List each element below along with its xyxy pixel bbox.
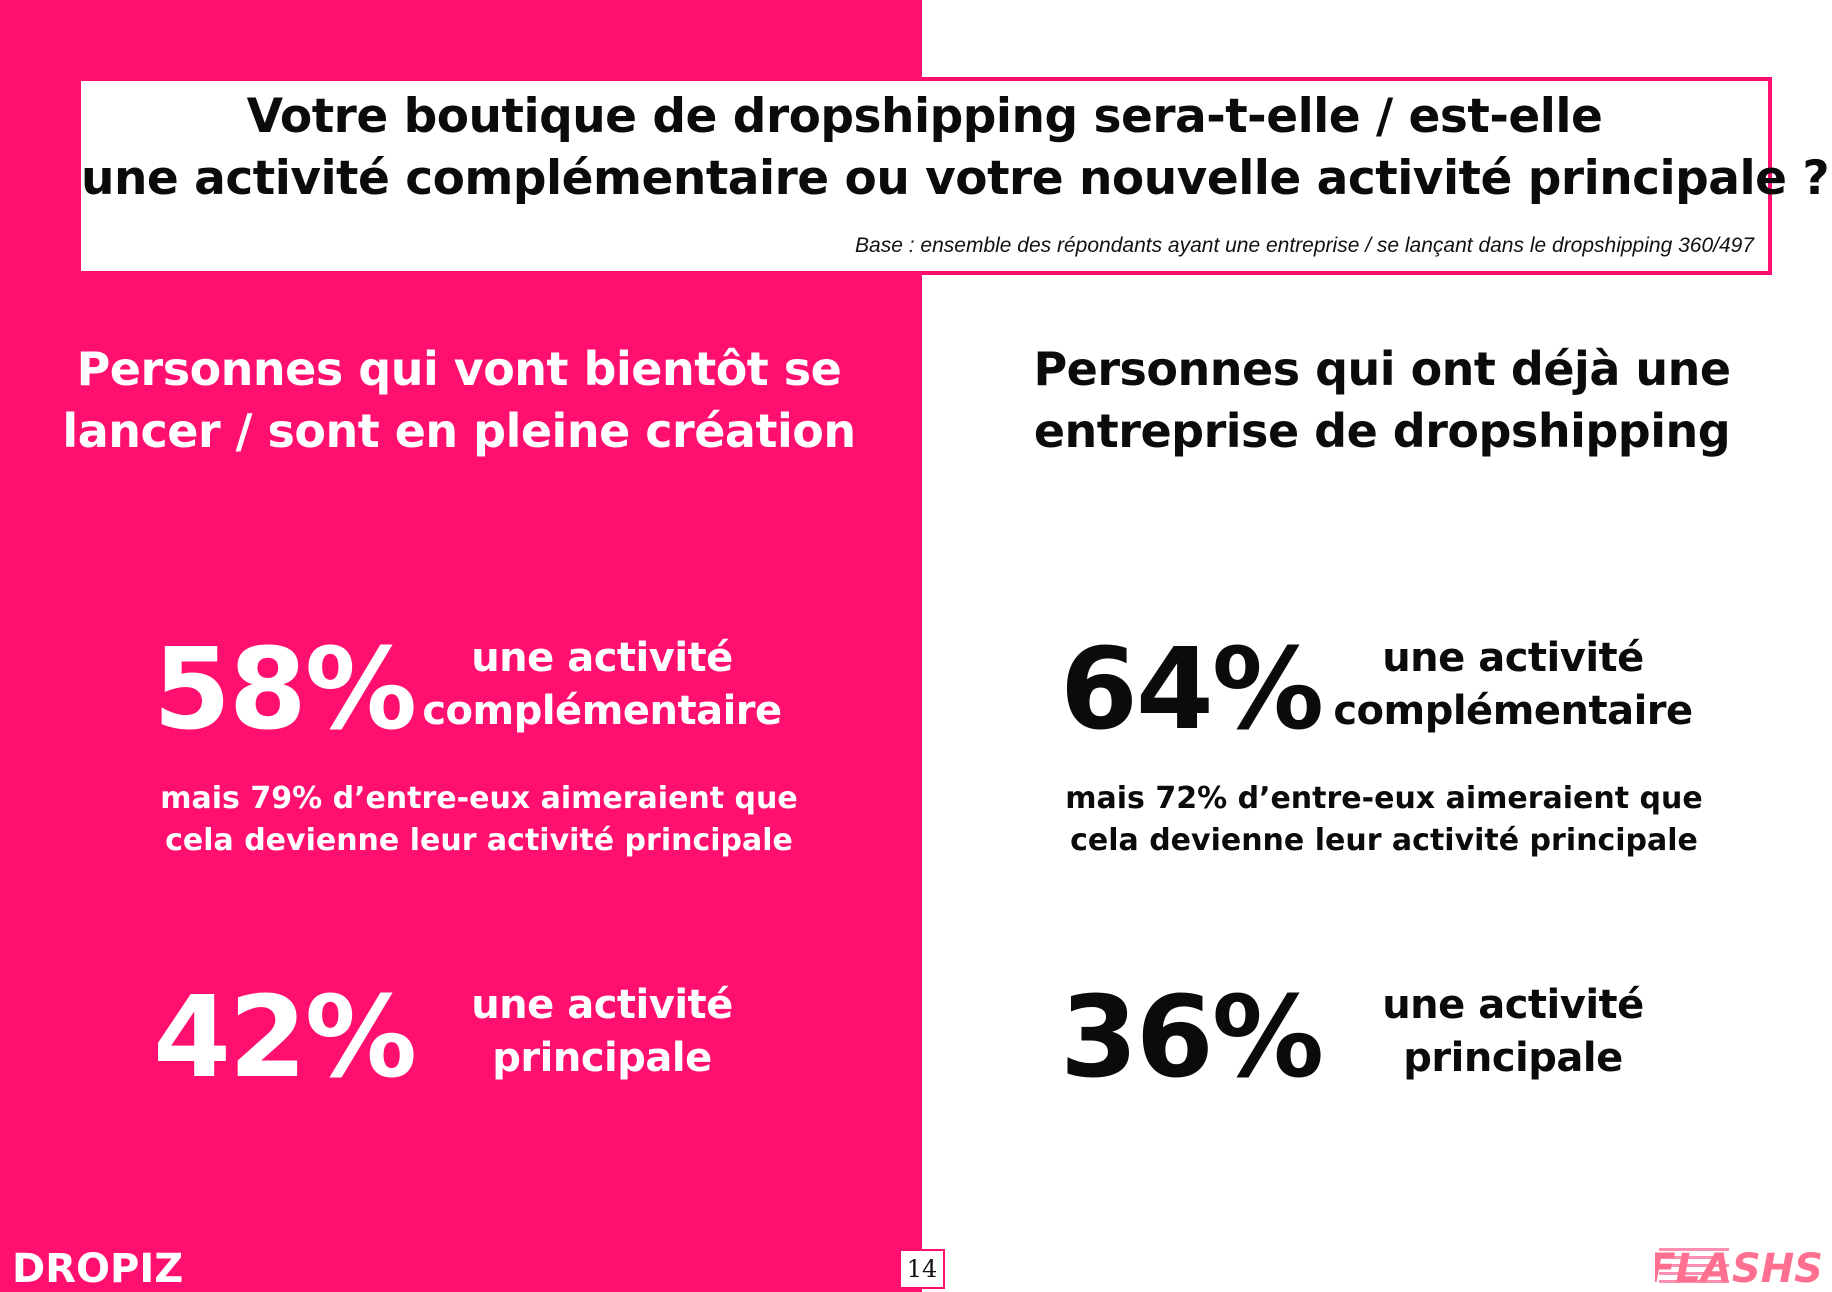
left-stat-main-value: 42% [153, 973, 417, 1103]
left-stat-complementary-label-line-2: complémentaire [422, 688, 782, 734]
right-stat-main-label-line-1: une activité [1382, 982, 1644, 1028]
left-heading-line-2: lancer / sont en pleine création [62, 404, 856, 458]
page-title-line-2: une activité complémentaire ou votre nou… [81, 151, 1830, 206]
dropizi-logo-text: DROPIZI [12, 1246, 183, 1292]
right-stat-main-value: 36% [1060, 973, 1324, 1103]
page-title-line-1: Votre boutique de dropshipping sera-t-el… [246, 89, 1603, 144]
right-stat-main-label-line-2: principale [1403, 1035, 1623, 1081]
flashs-logo-text: FLASHS [1655, 1246, 1823, 1288]
right-stat-main-label: une activité principale [1303, 979, 1723, 1085]
left-stat-complementary-label-line-1: une activité [471, 635, 733, 681]
left-stat-main-label-line-2: principale [492, 1035, 712, 1081]
right-note-line-1: mais 72% d’entre-eux aimeraient que [1065, 781, 1703, 816]
title-box: Votre boutique de dropshipping sera-t-el… [77, 77, 1830, 275]
right-note-line-2: cela devienne leur activité principale [1070, 823, 1698, 858]
right-stat-complementary-label-line-1: une activité [1382, 635, 1644, 681]
dropizi-logo: DROPIZI [11, 1245, 183, 1292]
right-heading-line-1: Personnes qui ont déjà une [1033, 342, 1731, 396]
left-note-line-1: mais 79% d’entre-eux aimeraient que [160, 781, 798, 816]
right-stat-complementary-value: 64% [1060, 625, 1324, 755]
flashs-logo-stripes [1659, 1248, 1729, 1283]
left-stat-complementary-label: une activité complémentaire [392, 632, 812, 738]
right-stat-complementary-label: une activité complémentaire [1303, 632, 1723, 738]
page-number: 14 [899, 1249, 945, 1289]
left-heading-line-1: Personnes qui vont bientôt se [76, 342, 842, 396]
left-note: mais 79% d’entre-eux aimeraient que cela… [99, 778, 859, 862]
right-heading-line-2: entreprise de dropshipping [1033, 404, 1731, 458]
right-column-heading: Personnes qui ont déjà une entreprise de… [967, 338, 1797, 462]
right-note: mais 72% d’entre-eux aimeraient que cela… [1004, 778, 1764, 862]
flashs-logo: FLASHS [1655, 1246, 1823, 1288]
left-stat-complementary-value: 58% [153, 625, 417, 755]
left-stat-main-label-line-1: une activité [471, 982, 733, 1028]
base-note: Base : ensemble des répondants ayant une… [855, 234, 1754, 257]
left-stat-main-label: une activité principale [392, 979, 812, 1085]
left-column-heading: Personnes qui vont bientôt se lancer / s… [44, 338, 874, 462]
left-note-line-2: cela devienne leur activité principale [165, 823, 793, 858]
right-stat-complementary-label-line-2: complémentaire [1333, 688, 1693, 734]
